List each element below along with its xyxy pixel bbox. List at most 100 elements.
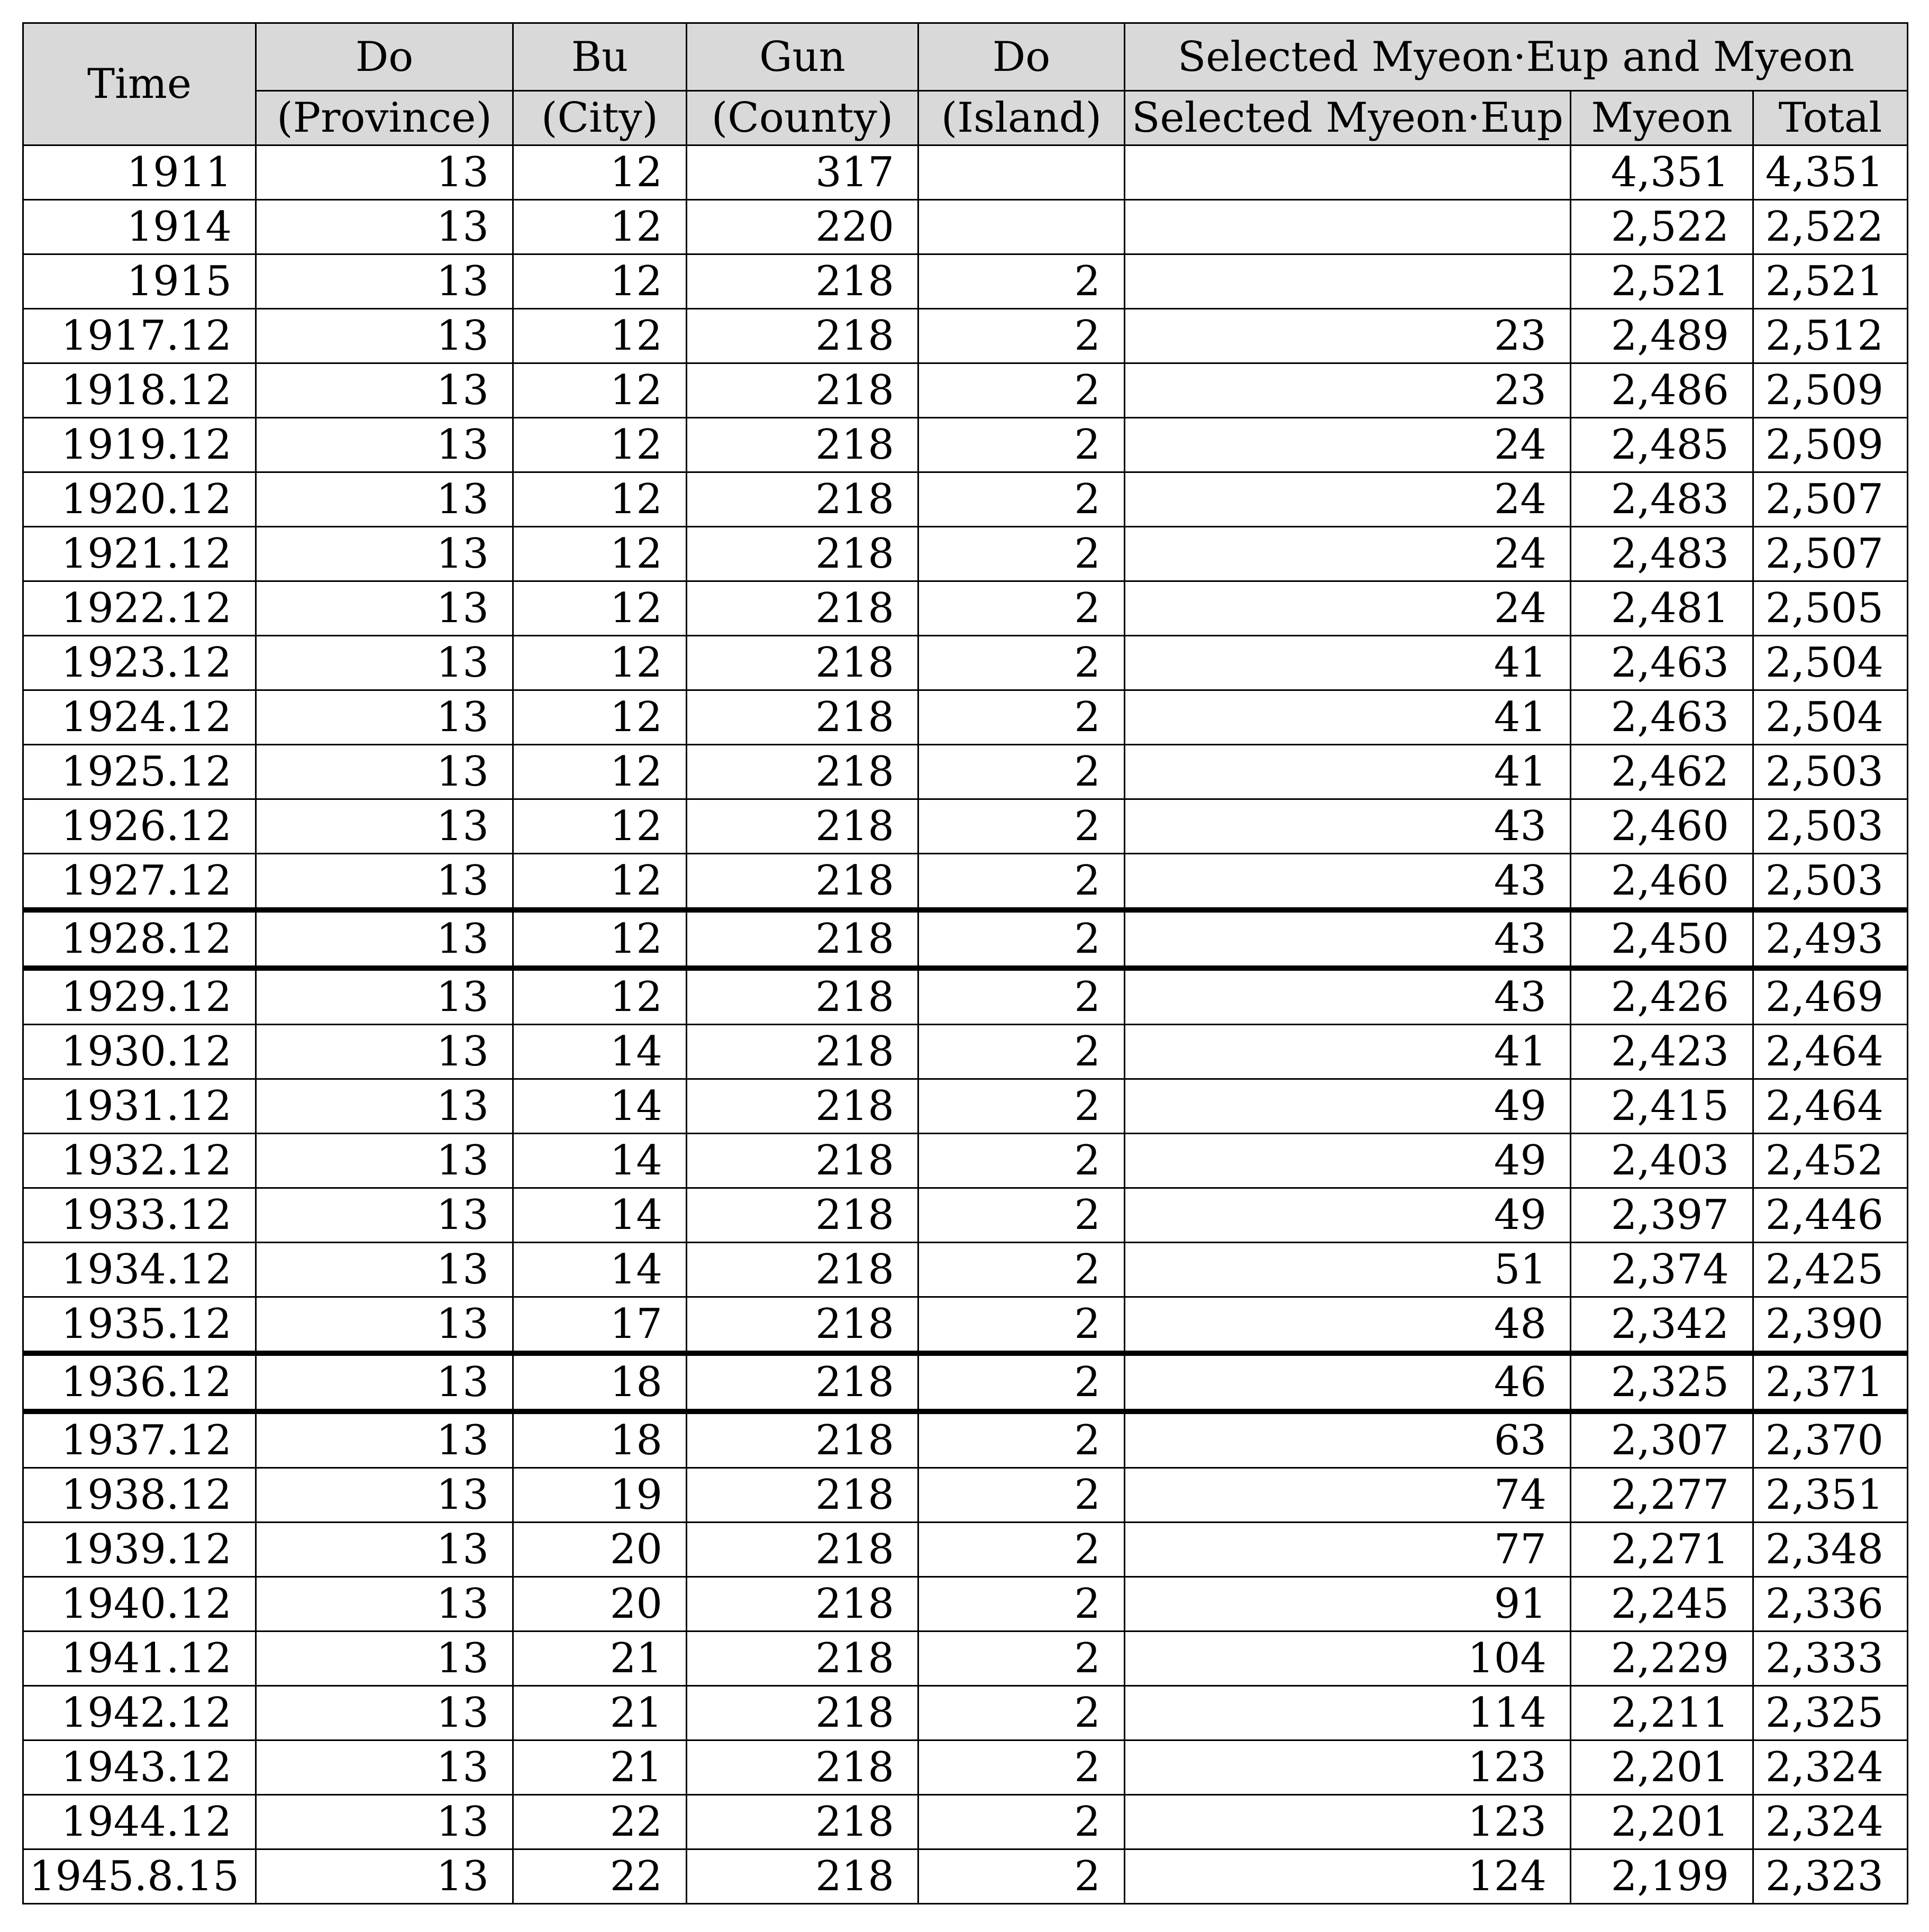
cell-myeon: 2,483 — [1570, 471, 1754, 527]
table-row: 1936.12 13 18 218 2 46 2,325 2,371 — [22, 1351, 1908, 1414]
cell-myeon: 2,277 — [1570, 1467, 1754, 1523]
cell-county: 218 — [686, 798, 919, 854]
cell-time: 1944.12 — [22, 1794, 257, 1850]
table-row: 1944.12 13 22 218 2 123 2,201 2,324 — [22, 1794, 1908, 1850]
table-row: 1925.12 13 12 218 2 41 2,462 2,503 — [22, 744, 1908, 800]
col-subheader-island: (Island) — [917, 90, 1125, 146]
cell-city: 12 — [512, 471, 687, 527]
col-header-do-island: Do — [917, 22, 1125, 92]
cell-time: 1930.12 — [22, 1024, 257, 1080]
cell-time: 1942.12 — [22, 1685, 257, 1741]
cell-total: 2,325 — [1752, 1685, 1908, 1741]
cell-myeon: 2,423 — [1570, 1024, 1754, 1080]
table-row: 1920.12 13 12 218 2 24 2,483 2,507 — [22, 471, 1908, 527]
cell-selected-myeon-eup: 24 — [1124, 417, 1571, 473]
cell-province: 13 — [255, 580, 514, 636]
table-row: 1922.12 13 12 218 2 24 2,481 2,505 — [22, 580, 1908, 636]
cell-myeon: 2,460 — [1570, 853, 1754, 911]
cell-island: 2 — [917, 1739, 1125, 1796]
cell-island: 2 — [917, 635, 1125, 691]
cell-total: 2,333 — [1752, 1630, 1908, 1687]
table-row: 1924.12 13 12 218 2 41 2,463 2,504 — [22, 689, 1908, 745]
cell-island: 2 — [917, 1685, 1125, 1741]
cell-time: 1926.12 — [22, 798, 257, 854]
cell-county: 218 — [686, 1685, 919, 1741]
cell-time: 1914 — [22, 199, 257, 255]
cell-time: 1921.12 — [22, 526, 257, 582]
cell-time: 1936.12 — [22, 1351, 257, 1414]
cell-myeon: 2,201 — [1570, 1739, 1754, 1796]
table-row: 1932.12 13 14 218 2 49 2,403 2,452 — [22, 1133, 1908, 1189]
cell-myeon: 2,460 — [1570, 798, 1754, 854]
cell-county: 218 — [686, 1133, 919, 1189]
cell-myeon: 2,342 — [1570, 1296, 1754, 1354]
cell-total: 2,336 — [1752, 1576, 1908, 1632]
cell-county: 220 — [686, 199, 919, 255]
cell-selected-myeon-eup: 23 — [1124, 308, 1571, 364]
cell-county: 218 — [686, 1078, 919, 1134]
col-subheader-province: (Province) — [255, 90, 514, 146]
cell-county: 218 — [686, 1410, 919, 1469]
cell-selected-myeon-eup: 74 — [1124, 1467, 1571, 1523]
cell-selected-myeon-eup: 24 — [1124, 471, 1571, 527]
cell-island: 2 — [917, 1848, 1125, 1904]
cell-time: 1919.12 — [22, 417, 257, 473]
cell-time: 1935.12 — [22, 1296, 257, 1354]
col-header-selected-myeon-eup: Selected Myeon·Eup — [1124, 90, 1571, 146]
cell-selected-myeon-eup: 114 — [1124, 1685, 1571, 1741]
cell-selected-myeon-eup: 48 — [1124, 1296, 1571, 1354]
cell-province: 13 — [255, 744, 514, 800]
cell-island: 2 — [917, 1630, 1125, 1687]
cell-time: 1934.12 — [22, 1242, 257, 1298]
table-row: 1914 13 12 220 2,522 2,522 — [22, 199, 1908, 255]
cell-time: 1940.12 — [22, 1576, 257, 1632]
cell-myeon: 2,486 — [1570, 362, 1754, 418]
cell-total: 2,503 — [1752, 798, 1908, 854]
cell-island — [917, 144, 1125, 201]
col-subheader-county: (County) — [686, 90, 919, 146]
cell-island: 2 — [917, 253, 1125, 309]
cell-time: 1933.12 — [22, 1187, 257, 1243]
cell-province: 13 — [255, 1024, 514, 1080]
cell-myeon: 2,485 — [1570, 417, 1754, 473]
cell-time: 1932.12 — [22, 1133, 257, 1189]
cell-time: 1931.12 — [22, 1078, 257, 1134]
cell-city: 18 — [512, 1410, 687, 1469]
table-row: 1930.12 13 14 218 2 41 2,423 2,464 — [22, 1024, 1908, 1080]
cell-selected-myeon-eup: 124 — [1124, 1848, 1571, 1904]
cell-selected-myeon-eup: 41 — [1124, 635, 1571, 691]
cell-province: 13 — [255, 308, 514, 364]
cell-myeon: 2,211 — [1570, 1685, 1754, 1741]
cell-total: 2,509 — [1752, 417, 1908, 473]
cell-island: 2 — [917, 1242, 1125, 1298]
table-row: 1927.12 13 12 218 2 43 2,460 2,503 — [22, 853, 1908, 911]
cell-county: 218 — [686, 1848, 919, 1904]
table-body: 1911 13 12 317 4,351 4,351 1914 13 12 220 2,522 2,5… — [22, 144, 1908, 1904]
cell-city: 12 — [512, 362, 687, 418]
cell-province: 13 — [255, 1467, 514, 1523]
cell-island: 2 — [917, 1467, 1125, 1523]
cell-selected-myeon-eup: 46 — [1124, 1351, 1571, 1414]
cell-province: 13 — [255, 1739, 514, 1796]
cell-province: 13 — [255, 362, 514, 418]
cell-island: 2 — [917, 580, 1125, 636]
table-row: 1917.12 13 12 218 2 23 2,489 2,512 — [22, 308, 1908, 364]
cell-county: 218 — [686, 308, 919, 364]
cell-county: 218 — [686, 417, 919, 473]
cell-province: 13 — [255, 1576, 514, 1632]
cell-myeon: 2,522 — [1570, 199, 1754, 255]
cell-county: 218 — [686, 1794, 919, 1850]
cell-island: 2 — [917, 417, 1125, 473]
cell-total: 2,504 — [1752, 689, 1908, 745]
cell-province: 13 — [255, 798, 514, 854]
cell-total: 2,370 — [1752, 1410, 1908, 1469]
cell-city: 12 — [512, 798, 687, 854]
cell-city: 12 — [512, 907, 687, 971]
cell-province: 13 — [255, 967, 514, 1025]
cell-city: 20 — [512, 1576, 687, 1632]
cell-province: 13 — [255, 1187, 514, 1243]
cell-total: 2,390 — [1752, 1296, 1908, 1354]
table-row: 1941.12 13 21 218 2 104 2,229 2,333 — [22, 1630, 1908, 1687]
cell-province: 13 — [255, 853, 514, 911]
col-header-total: Total — [1752, 90, 1908, 146]
